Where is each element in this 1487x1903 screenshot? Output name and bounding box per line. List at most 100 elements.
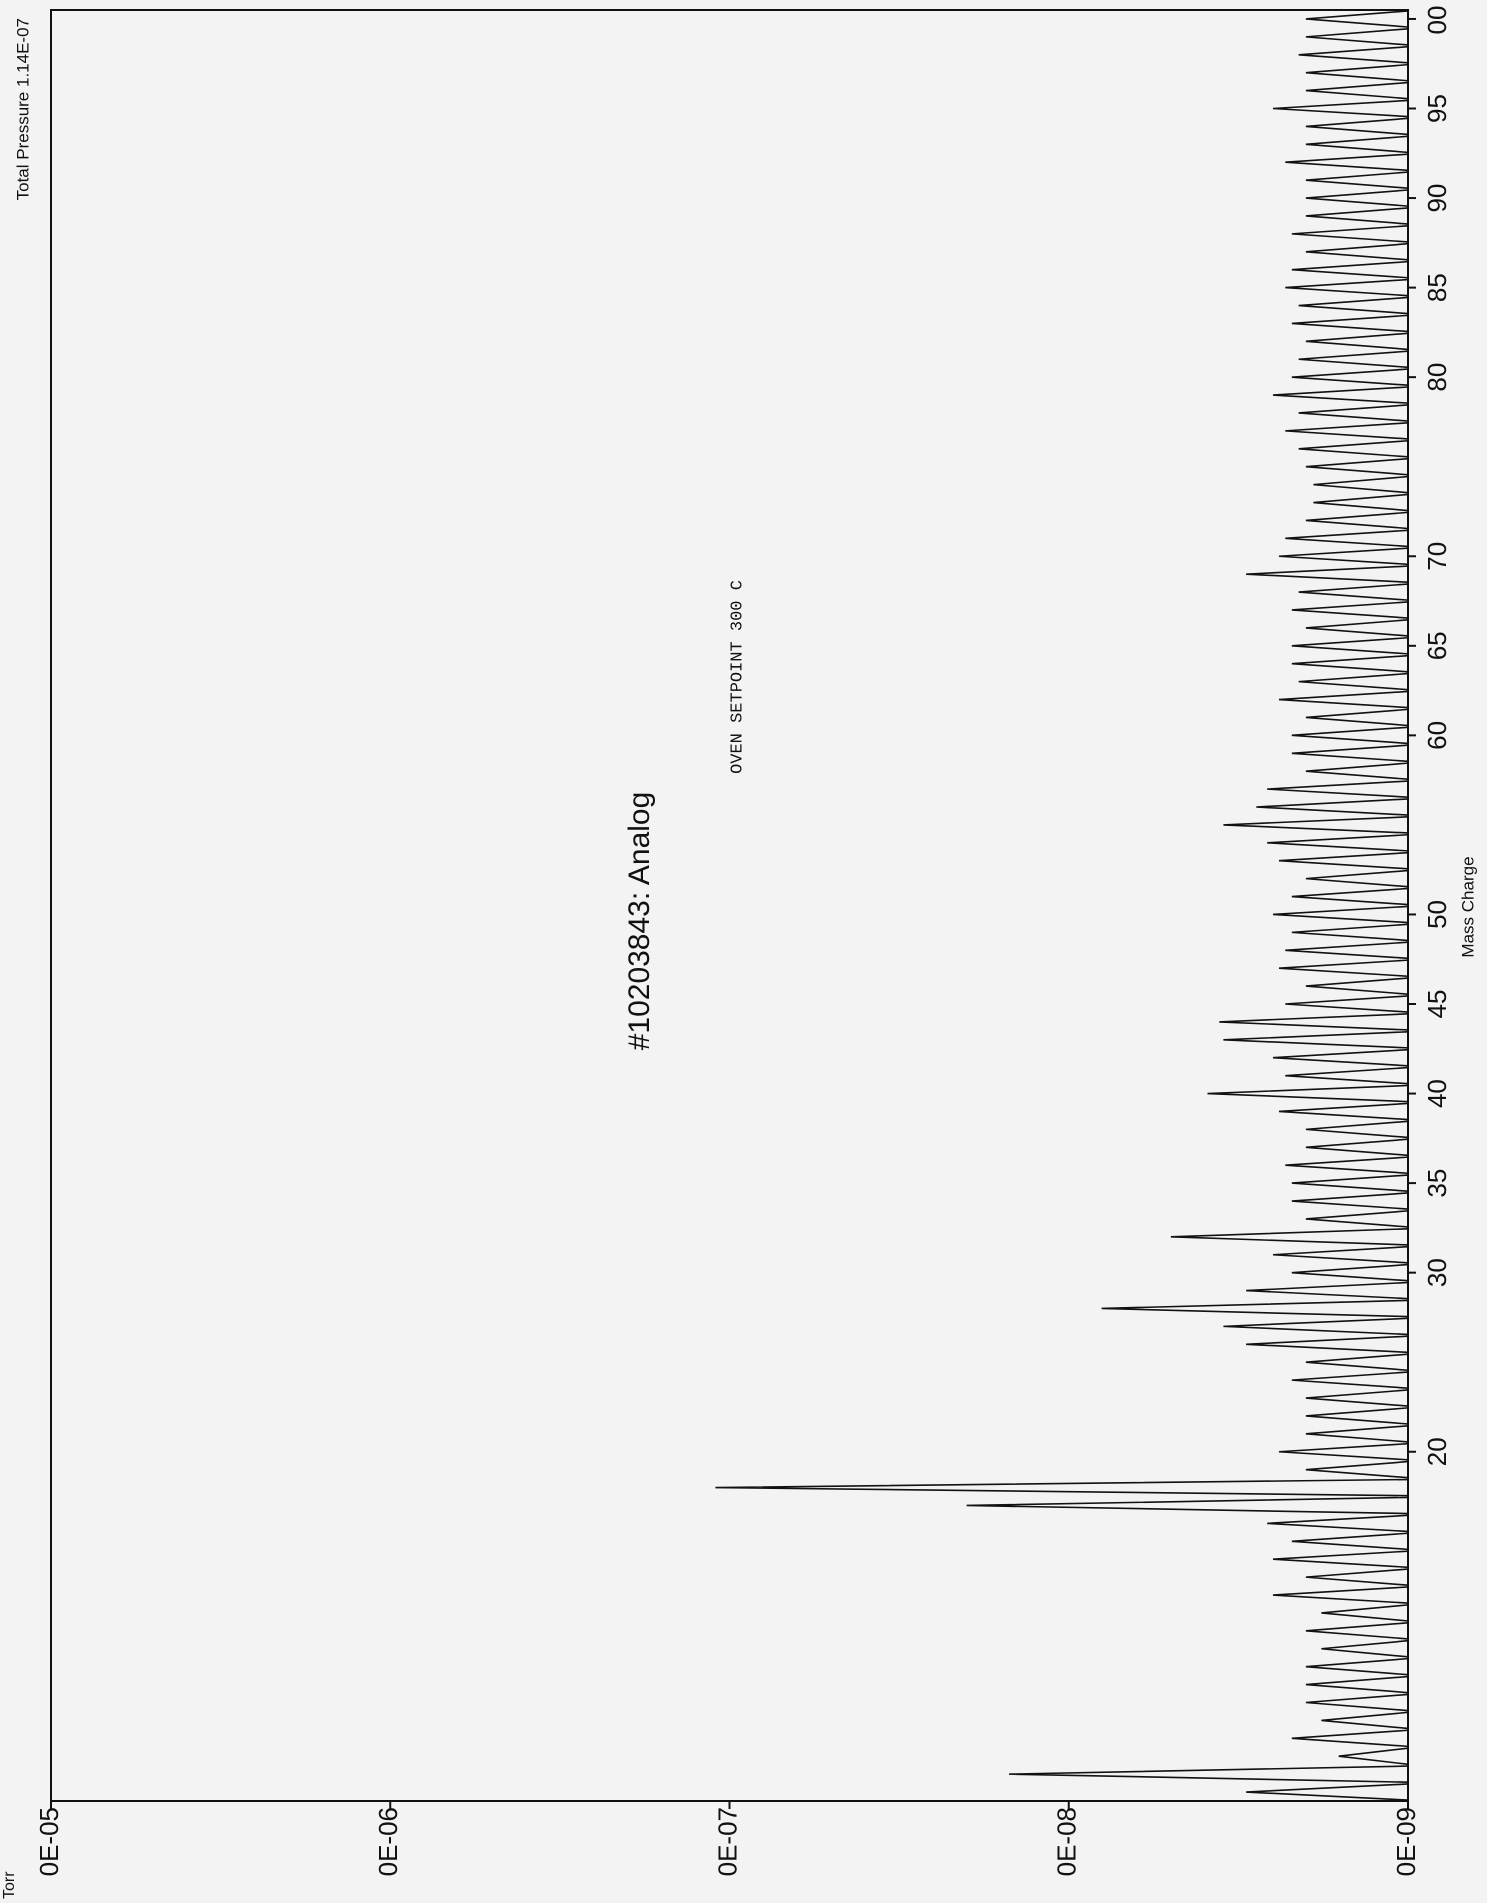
annotation: OVEN SETPOINT 300 C — [728, 580, 747, 774]
peak — [1223, 816, 1409, 834]
peak — [1313, 475, 1409, 494]
peak — [1246, 1783, 1409, 1801]
peak — [1291, 923, 1409, 942]
peak — [1305, 511, 1409, 530]
x-tick-label: 35 — [1422, 1169, 1452, 1198]
peak — [1101, 1299, 1409, 1318]
plot-frame — [50, 9, 1409, 1802]
x-tick-label: 60 — [1422, 721, 1452, 750]
peak — [1305, 332, 1409, 351]
peak — [1305, 1424, 1409, 1443]
peak — [1305, 135, 1409, 154]
peak — [1291, 887, 1409, 906]
peak — [1291, 225, 1409, 243]
peak — [1338, 1747, 1409, 1766]
rotated-chart: #10203843: Analog Total Pressure 1.14E-0… — [1, 6, 1477, 1899]
peak — [1305, 619, 1409, 637]
peak — [1321, 1604, 1409, 1622]
peak — [1285, 153, 1409, 172]
peak — [1278, 1442, 1409, 1461]
peak — [1272, 386, 1409, 404]
peak — [1298, 350, 1409, 369]
peak — [1291, 601, 1409, 619]
peak — [1267, 833, 1409, 852]
x-tick-label: 20 — [1422, 1437, 1452, 1466]
peak — [1305, 869, 1409, 888]
peak — [1305, 708, 1409, 727]
x-tick-label: 45 — [1422, 990, 1452, 1019]
peak — [1291, 636, 1409, 655]
peak — [1313, 493, 1409, 512]
peak — [1305, 81, 1409, 100]
peak — [1305, 10, 1409, 28]
y-tick-label: 0E-06 — [373, 1807, 403, 1876]
chart-title: #10203843: Analog — [623, 792, 656, 1051]
peak — [1305, 1353, 1409, 1372]
peak — [1298, 439, 1409, 458]
peak — [1305, 762, 1409, 781]
peak — [1285, 941, 1409, 960]
peak — [1305, 977, 1409, 995]
x-tick-label: 90 — [1422, 184, 1452, 213]
peak — [1305, 207, 1409, 225]
peak — [1278, 851, 1409, 870]
peak — [1291, 1532, 1409, 1551]
x-tick-label: 95 — [1422, 94, 1452, 123]
peak — [1278, 547, 1409, 566]
peak — [1256, 798, 1409, 816]
peak — [1305, 1693, 1409, 1712]
peak — [1291, 1174, 1409, 1192]
peak — [1272, 99, 1409, 118]
peak — [1298, 296, 1409, 315]
peak — [1291, 1263, 1409, 1282]
peak — [1278, 690, 1409, 709]
peak — [1305, 1389, 1409, 1407]
peak — [715, 1478, 1409, 1497]
x-tick-label: 70 — [1422, 542, 1452, 571]
peak — [1285, 422, 1409, 440]
peak — [1278, 959, 1409, 978]
peak — [1305, 457, 1409, 476]
peak — [1305, 63, 1409, 82]
peak — [1305, 242, 1409, 261]
peak — [1305, 1657, 1409, 1676]
peak — [1291, 726, 1409, 745]
peak — [1291, 1729, 1409, 1748]
peak — [1246, 565, 1409, 584]
peak — [1267, 1514, 1409, 1533]
peak — [1305, 1460, 1409, 1479]
peak — [1219, 1013, 1409, 1031]
x-tick-label: 85 — [1422, 273, 1452, 302]
peak — [1291, 1192, 1409, 1210]
peak — [1272, 1586, 1409, 1604]
peak — [1291, 654, 1409, 673]
peak — [1291, 314, 1409, 333]
peak — [1285, 1156, 1409, 1175]
peak — [1272, 1245, 1409, 1264]
x-tick-label: 30 — [1422, 1258, 1452, 1287]
peak — [1291, 368, 1409, 387]
peak — [1272, 1048, 1409, 1067]
peak — [1246, 1281, 1409, 1300]
peak — [1223, 1030, 1409, 1049]
peak — [1285, 278, 1409, 297]
peak — [1223, 1317, 1409, 1336]
total-pressure: Total Pressure 1.14E-07 — [13, 18, 32, 200]
peak — [1285, 529, 1409, 548]
peak — [1291, 744, 1409, 763]
x-tick-label: 50 — [1422, 900, 1452, 929]
peak — [1305, 1675, 1409, 1694]
peak — [1298, 404, 1409, 422]
peak — [1305, 189, 1409, 207]
peak — [1305, 1568, 1409, 1586]
x-tick-label: 65 — [1422, 631, 1452, 660]
peak — [1008, 1765, 1409, 1783]
x-axis-label: Mass Charge — [1458, 856, 1477, 957]
peak — [1272, 905, 1409, 924]
peak — [1305, 1120, 1409, 1139]
peak — [1305, 28, 1409, 46]
peak — [1291, 260, 1409, 279]
peak — [1298, 45, 1409, 64]
peak — [1278, 1102, 1409, 1121]
